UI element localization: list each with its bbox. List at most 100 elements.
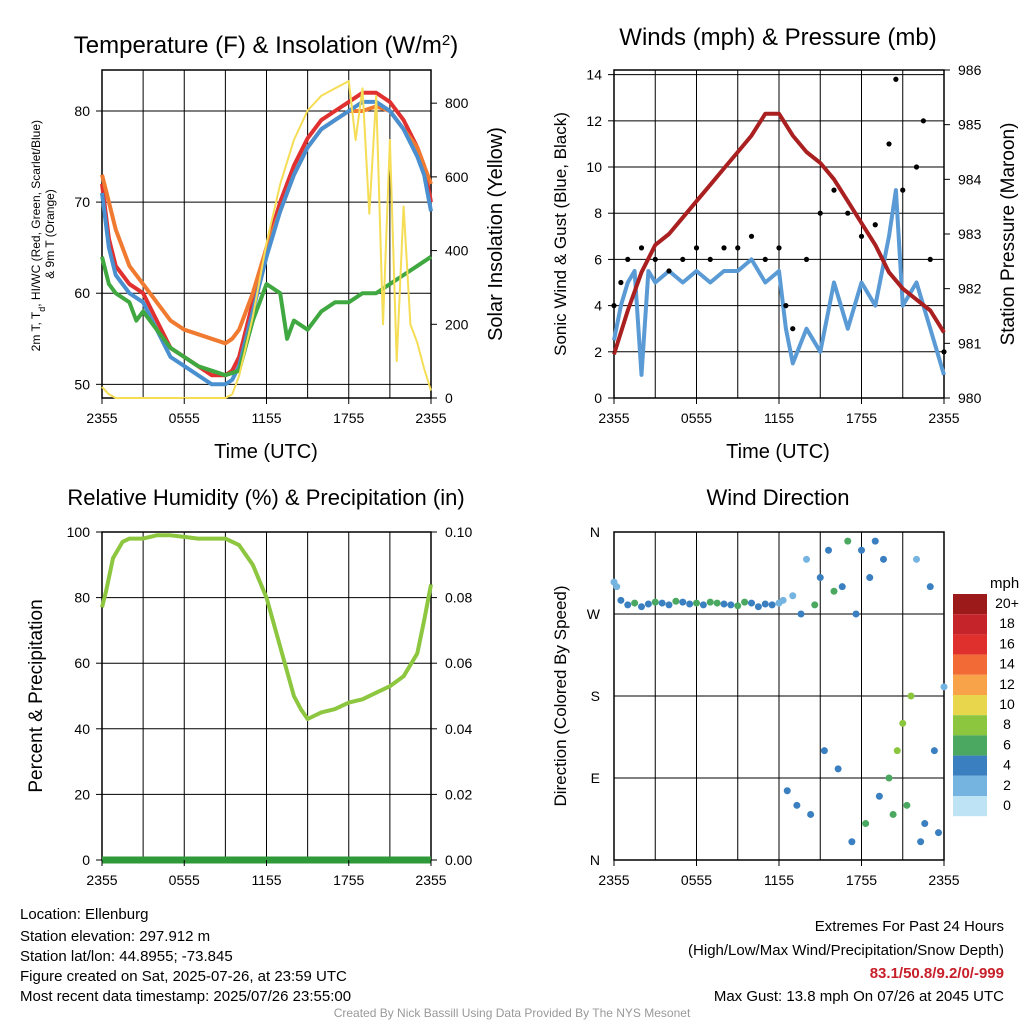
direction-point — [825, 546, 832, 554]
gust-point — [762, 256, 768, 263]
y-tick-label: 80 — [74, 590, 90, 606]
y2-tick-label: 0.08 — [445, 590, 472, 606]
y2-tick-label: 980 — [958, 390, 982, 406]
gust-point — [666, 268, 672, 274]
x-tick-label: 2355 — [928, 872, 959, 888]
x-tick-label: 1755 — [333, 872, 364, 888]
direction-point — [761, 600, 769, 608]
x-tick-label: 2355 — [415, 872, 446, 888]
legend-label: 0 — [1003, 797, 1011, 813]
legend-label: 16 — [999, 635, 1015, 651]
y2-tick-label: 983 — [958, 226, 982, 242]
footer-elevation: Station elevation: 297.912 m — [20, 928, 211, 945]
y-tick-label: 2 — [594, 344, 602, 360]
y-tick-label: 70 — [74, 194, 90, 210]
credit-line: Created By Nick Bassill Using Data Provi… — [333, 1006, 691, 1020]
y-tick-label: E — [591, 770, 600, 786]
direction-point — [816, 574, 824, 582]
winds-series-group — [611, 76, 947, 377]
gust-point — [618, 279, 624, 286]
direction-point — [720, 600, 728, 608]
direction-point — [748, 599, 755, 607]
gust-point — [638, 245, 645, 251]
x-tick-label: 0555 — [169, 872, 200, 888]
temperature-y-axis-label: 2m T, Td, HI/WC (Red, Green, Scarlet/Blu… — [29, 117, 57, 352]
y-tick-label: 0 — [594, 390, 602, 406]
speed-color-legend: mph 20+ 18 16 14 12 10 8 6 4 2 0 — [953, 575, 1019, 817]
winds-ticks: 2355 0555 1155 1755 2355 0 2 4 6 8 10 12 14 980 981 982… — [586, 62, 981, 426]
y2-tick-label: 981 — [958, 335, 982, 351]
temperature-title: Temperature (F) & Insolation (W/m2) — [74, 32, 458, 60]
legend-swatch — [953, 695, 987, 716]
direction-point — [871, 537, 879, 545]
legend-label: 14 — [999, 656, 1015, 672]
direction-point — [889, 810, 897, 818]
direction-point — [930, 747, 938, 755]
gust-point — [893, 76, 899, 82]
legend-swatch — [953, 674, 987, 695]
direction-point — [803, 555, 810, 563]
y2-tick-label: 600 — [445, 169, 469, 185]
series-station-pressure — [612, 111, 946, 355]
winds-grid — [614, 70, 944, 398]
y2-tick-label: 982 — [958, 281, 982, 297]
gust-point — [927, 256, 933, 263]
direction-point — [885, 774, 893, 782]
gust-point — [776, 245, 782, 251]
extremes-fields: (High/Low/Max Wind/Precipitation/Snow De… — [688, 942, 1004, 959]
y2-tick-label: 0.04 — [445, 721, 472, 737]
direction-point — [768, 601, 776, 609]
y2-tick-label: 200 — [445, 316, 469, 332]
gust-point — [652, 256, 658, 263]
y-tick-label: N — [590, 524, 600, 540]
direction-point — [858, 546, 865, 554]
legend-label: 4 — [1003, 757, 1011, 773]
direction-point — [834, 765, 842, 773]
direction-point — [658, 599, 666, 607]
x-tick-label: 1155 — [764, 872, 794, 888]
y-tick-label: N — [590, 852, 600, 868]
series-sonic-wind — [612, 188, 946, 377]
y-tick-label: 40 — [74, 721, 90, 737]
series-solar-insolation — [101, 80, 432, 399]
direction-point — [644, 600, 652, 608]
winds-title: Winds (mph) & Pressure (mb) — [619, 24, 936, 51]
direction-point — [907, 692, 915, 700]
x-tick-label: 2355 — [598, 410, 629, 426]
legend-swatch — [953, 735, 987, 756]
y-tick-label: 80 — [74, 103, 90, 119]
gust-point — [858, 233, 865, 239]
legend-swatch — [953, 634, 987, 655]
gust-point — [817, 210, 823, 216]
y2-tick-label: 984 — [958, 171, 982, 187]
direction-point — [699, 601, 707, 609]
legend-swatch — [953, 594, 987, 615]
gust-point — [707, 256, 713, 263]
legend-swatch — [953, 614, 987, 635]
footer-recent: Most recent data timestamp: 2025/07/26 2… — [20, 988, 352, 1005]
humidity-ticks: 2355 0555 1155 1755 2355 0 20 40 60 80 100 0.00 0.02… — [67, 524, 473, 888]
direction-point — [706, 598, 714, 606]
temperature-series-group — [100, 80, 433, 399]
x-tick-label: 1755 — [846, 872, 877, 888]
direction-point — [779, 596, 787, 604]
direction-point — [693, 599, 700, 607]
direction-y-axis-label: Direction (Colored By Speed) — [551, 585, 570, 806]
y2-tick-label: 0.06 — [445, 655, 472, 671]
direction-point — [727, 601, 735, 609]
direction-point — [734, 602, 742, 610]
humidity-title: Relative Humidity (%) & Precipitation (i… — [67, 485, 464, 510]
direction-point — [875, 792, 883, 800]
x-tick-label: 1155 — [764, 410, 794, 426]
x-tick-label: 2355 — [598, 872, 629, 888]
legend-label: 10 — [999, 696, 1015, 712]
temperature-ticks: 2355 0555 1155 1755 235550607080020040060080… — [74, 95, 468, 426]
direction-point — [844, 537, 852, 545]
direction-point — [754, 603, 762, 611]
direction-point — [617, 596, 625, 604]
direction-point — [624, 601, 632, 609]
y2-tick-label: 400 — [445, 243, 469, 259]
y-tick-label: 60 — [74, 285, 90, 301]
x-tick-label: 1155 — [251, 872, 281, 888]
